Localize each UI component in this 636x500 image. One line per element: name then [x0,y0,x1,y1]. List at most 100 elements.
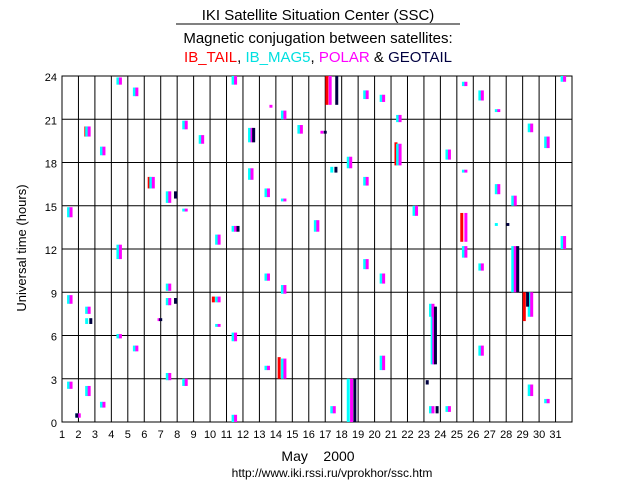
data-segment-ib-mag5 [461,246,465,258]
data-segment-geotail [516,246,520,293]
data-segment-polar [299,125,303,134]
data-segment-geotail [526,292,530,307]
data-segment-polar [168,191,172,203]
data-segment-polar [184,208,188,212]
data-segment-geotail [433,306,437,365]
data-segment-polar [398,143,402,166]
data-segment-polar [316,220,320,232]
chart-subtitle: Magnetic conjugation between satellites: [183,30,452,47]
data-segment-polar [217,323,221,327]
data-segment-ib-mag5 [527,292,531,317]
data-segment-polar [432,306,436,365]
data-segment-ib-mag5 [85,385,89,397]
y-tick-label: 21 [45,115,57,127]
data-segment-polar [447,149,451,160]
y-tick-label: 0 [51,418,57,430]
data-segment-polar [546,398,550,404]
x-tick-label: 27 [484,429,496,441]
data-segment-geotail [236,225,240,232]
data-segment-geotail [323,130,327,134]
data-segment-ib-mag5 [248,168,252,180]
legend-label-ib-mag5: IB_MAG5 [245,49,310,66]
data-segment-polar [365,176,369,186]
data-segment-polar [328,76,332,105]
data-segment-ib-mag5 [297,125,301,134]
data-segment-polar [87,385,91,397]
data-segment-ib-mag5 [511,195,515,206]
data-segment-ib-mag5 [429,406,433,414]
data-segment-ib-mag5 [182,208,186,212]
data-segment-geotail [425,380,429,385]
data-segment-geotail [335,76,339,105]
data-segment-ib-mag5 [346,378,350,422]
data-segment-polar [464,212,468,242]
data-segment-polar [157,318,161,322]
x-tick-label: 3 [92,429,98,441]
data-segment-polar [135,87,139,97]
data-segment-ib-mag5 [363,176,367,186]
data-segment-polar [530,123,534,133]
data-segment-polar [135,345,139,352]
x-tick-label: 18 [336,429,348,441]
data-segment-polar [118,77,122,85]
data-segment-ib-mag5 [215,296,219,303]
data-segment-geotail [435,406,439,414]
data-segment-ib-mag5 [363,259,367,270]
data-segment-ib-mag5 [264,365,268,371]
data-segment-polar [480,90,484,101]
x-tick-label: 6 [141,429,147,441]
data-segment-ib-mag5 [544,136,548,149]
data-segment-polar [283,110,287,120]
data-segment-ib-mag5 [85,318,89,324]
x-tick-label: 23 [418,429,430,441]
data-segment-ib-mag5 [461,169,465,173]
data-segment-ib-mag5 [560,76,564,82]
x-tick-label: 28 [500,429,512,441]
data-segment-ib-mag5 [99,401,103,408]
data-segment-ib-mag5 [280,110,284,120]
data-segment-ib-mag5 [280,358,284,379]
x-tick-labels: 1 2 3 4 5 6 7 8 9 10 11 12 13 14 15 16 17 18 19 20 21 22 23 24 2… [59,429,562,441]
data-segment-ib-tail [277,357,281,379]
data-segment-ib-mag5 [132,345,136,352]
data-segment-ib-mag5 [363,90,367,100]
data-segment-polar [266,365,270,371]
data-segment-ib-mag5 [379,273,383,284]
data-segment-ib-mag5 [231,225,235,232]
data-segment-polar [464,246,468,258]
data-segment-ib-mag5 [379,94,383,102]
data-segment-ib-mag5 [248,127,252,143]
x-tick-label: 24 [434,429,446,441]
y-tick-label: 6 [51,332,57,344]
data-segment-ib-mag5 [165,191,169,203]
grid-lines [61,75,573,423]
data-segment-polar [118,334,122,339]
data-segment-polar [563,76,567,82]
data-segment-ib-mag5 [346,156,350,169]
x-tick-label: 15 [286,429,298,441]
data-segment-ib-mag5 [264,273,268,281]
source-url: http://www.iki.rssi.ru/vprokhor/ssc.htm [232,466,433,480]
data-segment-polar [480,263,484,271]
data-segment-geotail [174,191,178,199]
x-tick-label: 14 [270,429,282,441]
x-tick-label: 7 [158,429,164,441]
data-segment-ib-mag5 [527,123,531,133]
data-segment-polar [415,205,419,216]
y-axis-label: Universal time (hours) [14,184,29,311]
legend-separator: , [237,49,241,66]
data-segment-polar [382,94,386,102]
data-segment-polar [350,378,354,422]
data-segment-polar [431,406,435,414]
data-segment-ib-mag5 [231,76,235,85]
data-segment-ib-mag5 [215,323,219,327]
legend-label-polar: POLAR [319,49,370,66]
x-tick-label: 20 [368,429,380,441]
data-segment-ib-tail [325,76,329,105]
x-tick-label: 19 [352,429,364,441]
data-segment-polar [184,378,188,386]
data-segment-polar [250,127,254,143]
data-segment-polar [447,406,451,412]
data-segment-geotail [174,298,178,304]
data-segment-polar [464,81,468,87]
